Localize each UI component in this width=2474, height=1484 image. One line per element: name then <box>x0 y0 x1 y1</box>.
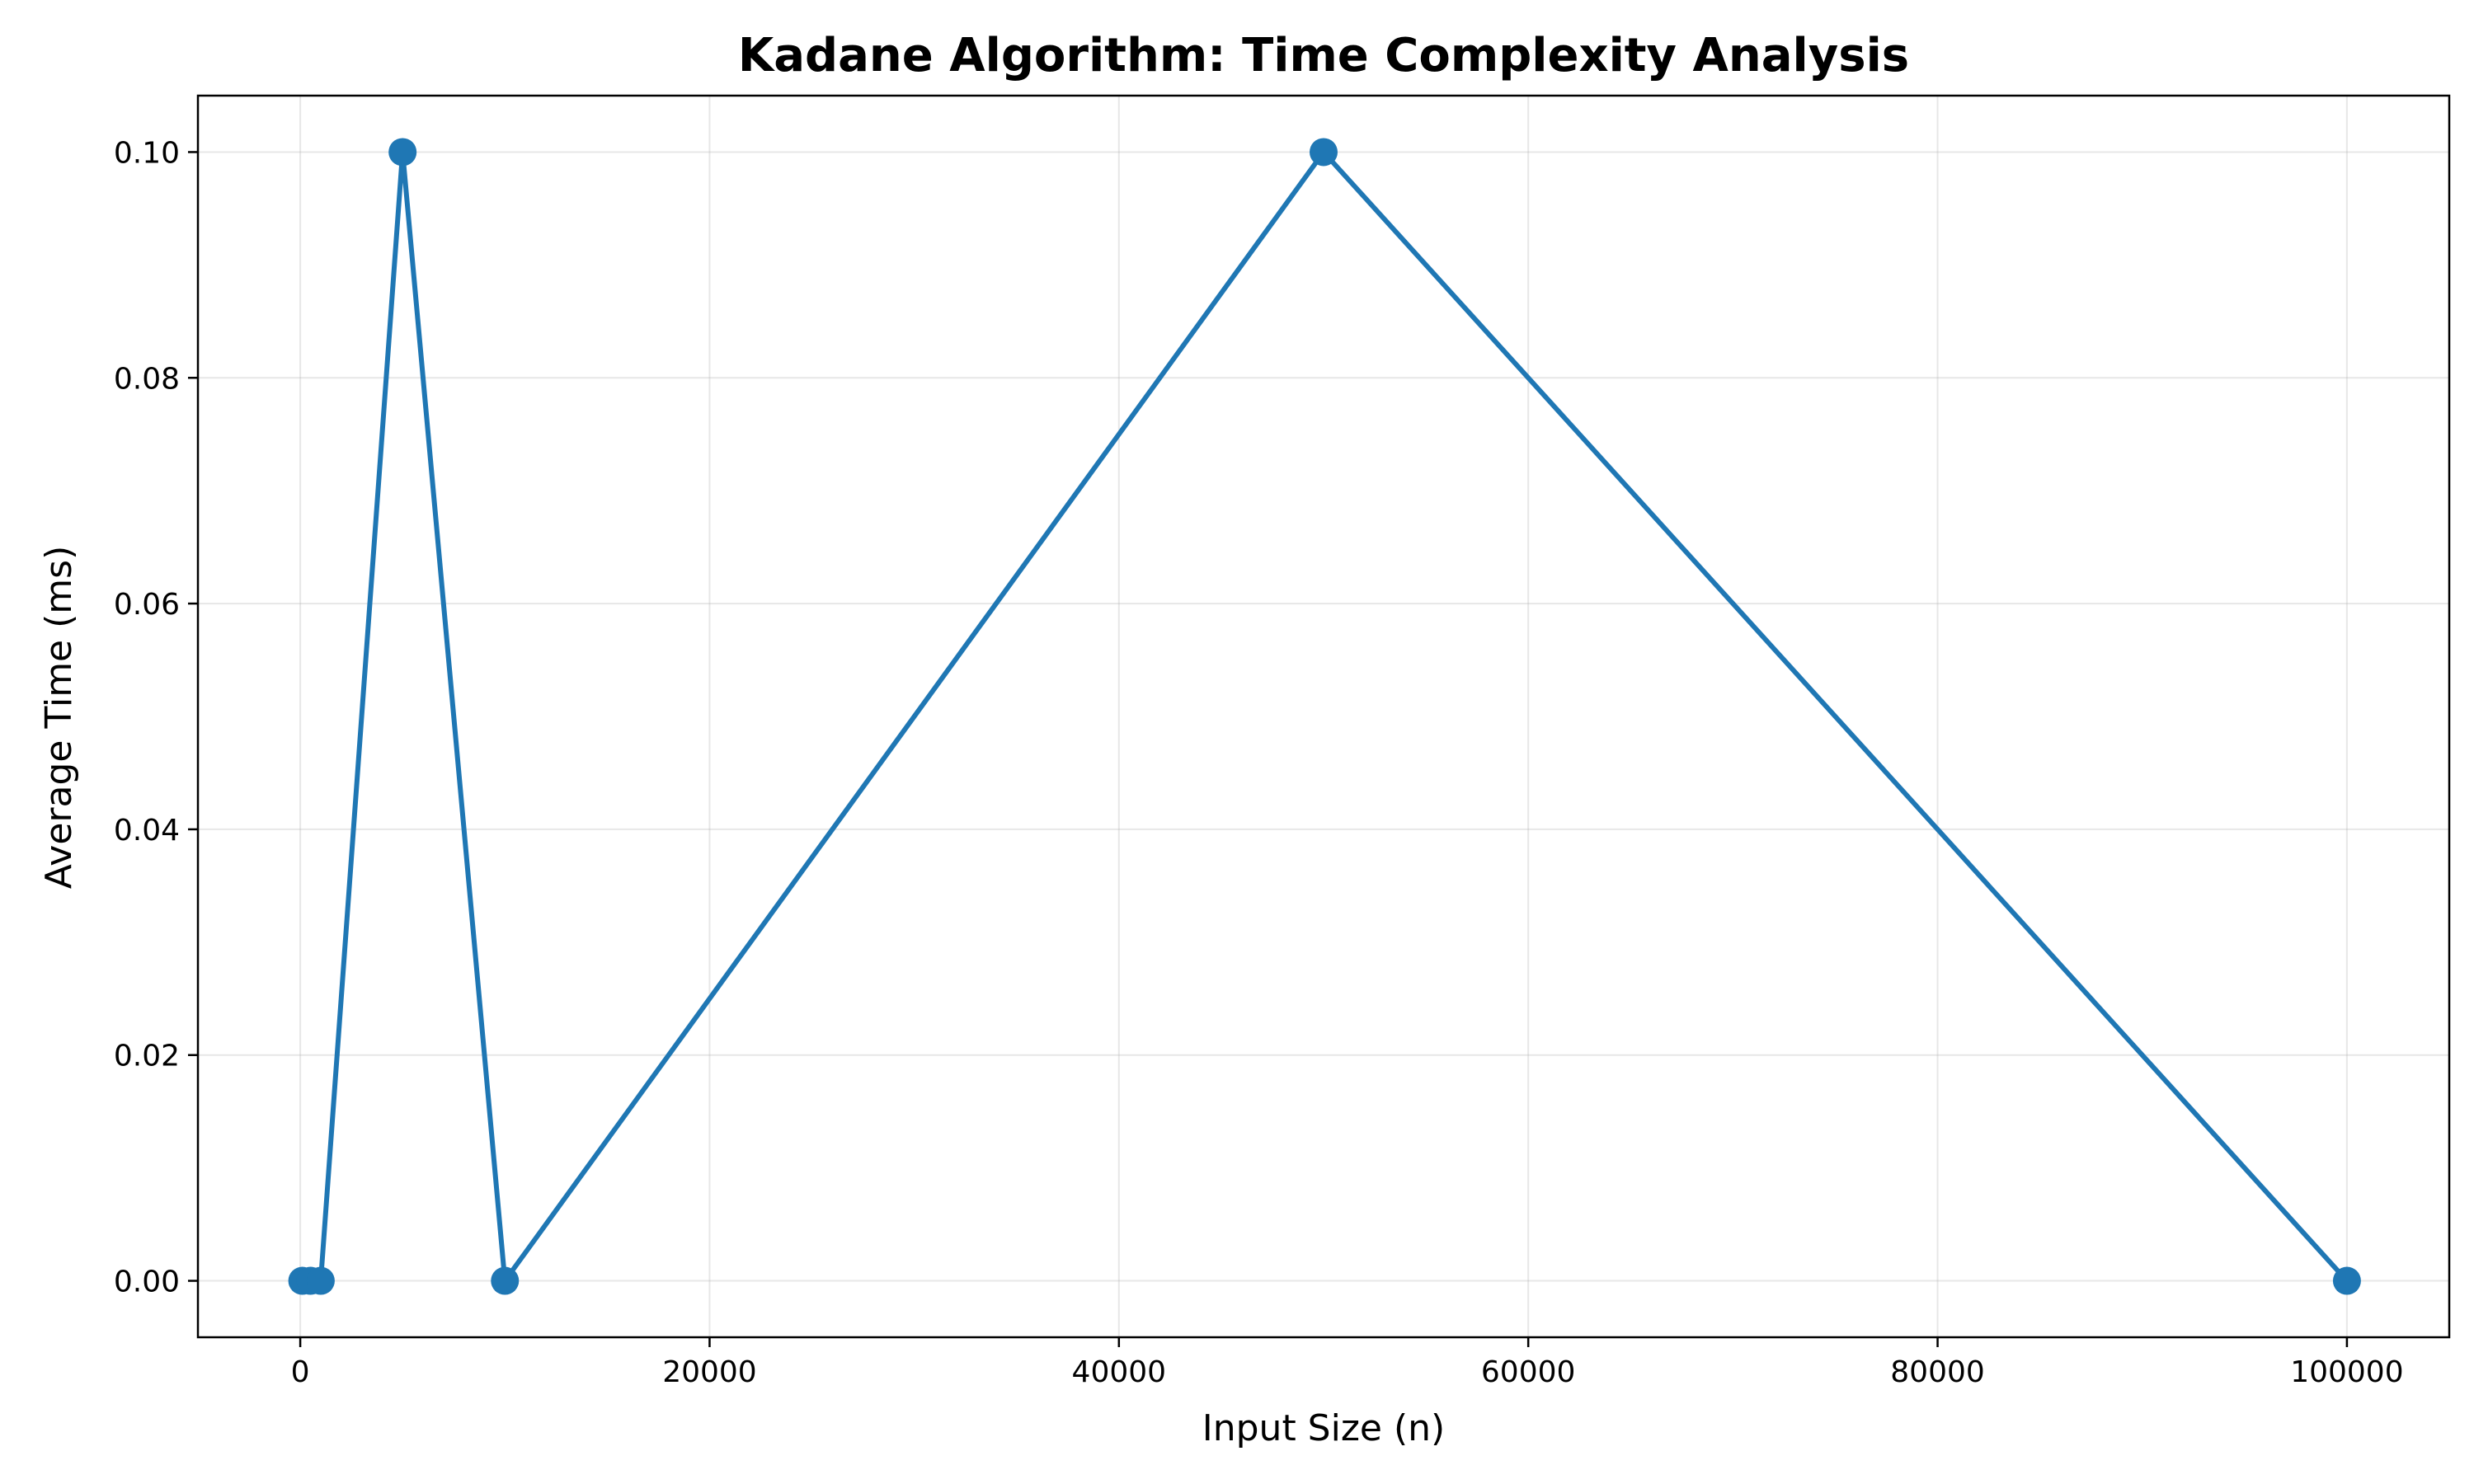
data-point <box>306 1266 335 1295</box>
data-point <box>2332 1266 2361 1295</box>
y-tick-label: 0.10 <box>114 136 180 170</box>
y-tick-label: 0.08 <box>114 362 180 396</box>
x-tick-label: 100000 <box>2290 1355 2403 1389</box>
series-layer <box>288 138 2361 1295</box>
grid-layer <box>198 96 2449 1337</box>
y-tick-label: 0.02 <box>114 1040 180 1073</box>
y-tick-label: 0.06 <box>114 588 180 622</box>
series-line <box>302 149 2349 1284</box>
x-tick-label: 20000 <box>662 1355 757 1389</box>
x-axis-label: Input Size (n) <box>1202 1407 1445 1449</box>
data-point <box>491 1266 520 1295</box>
x-tick-label: 80000 <box>1890 1355 1985 1389</box>
plot-frame <box>196 94 2451 1339</box>
y-axis-label: Average Time (ms) <box>38 546 80 889</box>
tick-layer: 0 20000 40000 60000 80000 100000 0.00 0.02 0.04 0… <box>114 136 2404 1389</box>
x-tick-label: 0 <box>291 1355 310 1389</box>
x-tick-label: 60000 <box>1481 1355 1576 1389</box>
x-tick-label: 40000 <box>1072 1355 1167 1389</box>
data-point <box>388 138 417 167</box>
y-tick-label: 0.00 <box>114 1266 180 1299</box>
y-tick-label: 0.04 <box>114 814 180 848</box>
data-point <box>1310 138 1338 167</box>
chart-title: Kadane Algorithm: Time Complexity Analys… <box>738 29 1909 82</box>
